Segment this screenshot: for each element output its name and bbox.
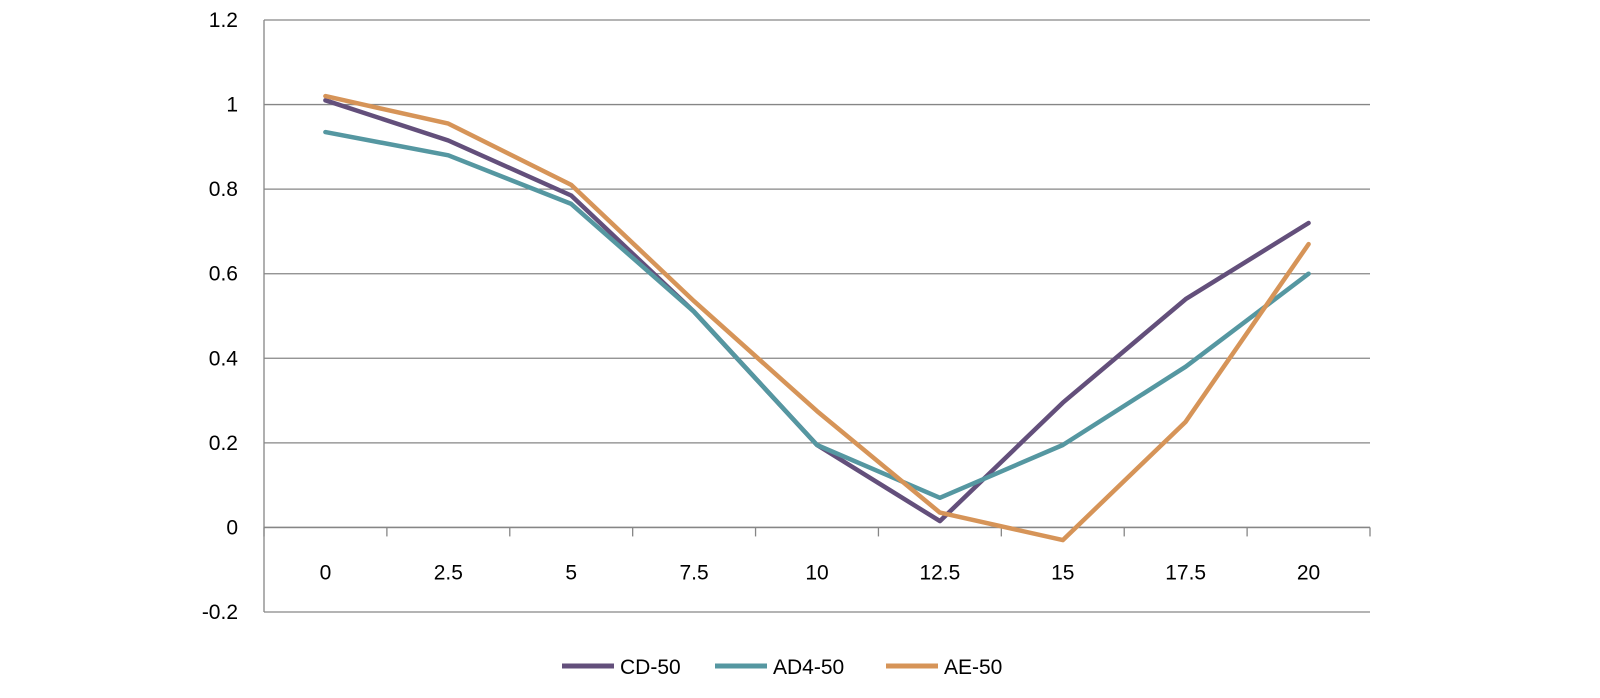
x-tick-label: 17.5	[1165, 561, 1206, 584]
x-tick-label: 2.5	[434, 561, 463, 584]
y-tick-label: 0.6	[209, 263, 238, 286]
y-tick-label: 1	[226, 94, 238, 117]
y-axis-tick-labels: -0.2 0 0.2 0.4 0.6 0.8 1 1.2	[202, 9, 238, 624]
y-tick-label: 0.4	[209, 347, 239, 370]
x-axis	[263, 20, 1371, 612]
series-line-ad4-50	[323, 129, 1311, 501]
x-tick-label: 7.5	[680, 561, 709, 584]
x-tick-label: 12.5	[919, 561, 960, 584]
legend-label-cd-50: CD-50	[620, 656, 681, 679]
x-tick-label: 20	[1297, 561, 1320, 584]
y-tick-label: 0.2	[209, 432, 238, 455]
series-line-ae-50	[323, 93, 1311, 543]
legend: CD-50 AD4-50 AE-50	[562, 656, 1002, 679]
y-tick-label: 1.2	[209, 9, 238, 32]
legend-label-ad4-50: AD4-50	[773, 656, 844, 679]
gridlines	[264, 19, 1370, 613]
x-tick-label: 10	[805, 561, 828, 584]
x-tick-label: 0	[320, 561, 332, 584]
x-axis-tick-labels: 0 2.5 5 7.5 10 12.5 15 17.5 20	[320, 561, 1321, 584]
y-tick-label: 0	[226, 516, 238, 539]
y-tick-label: -0.2	[202, 601, 238, 624]
x-tick-label: 5	[565, 561, 577, 584]
legend-label-ae-50: AE-50	[944, 656, 1002, 679]
y-tick-label: 0.8	[209, 178, 238, 201]
series-lines	[323, 93, 1311, 543]
x-tick-label: 15	[1051, 561, 1074, 584]
